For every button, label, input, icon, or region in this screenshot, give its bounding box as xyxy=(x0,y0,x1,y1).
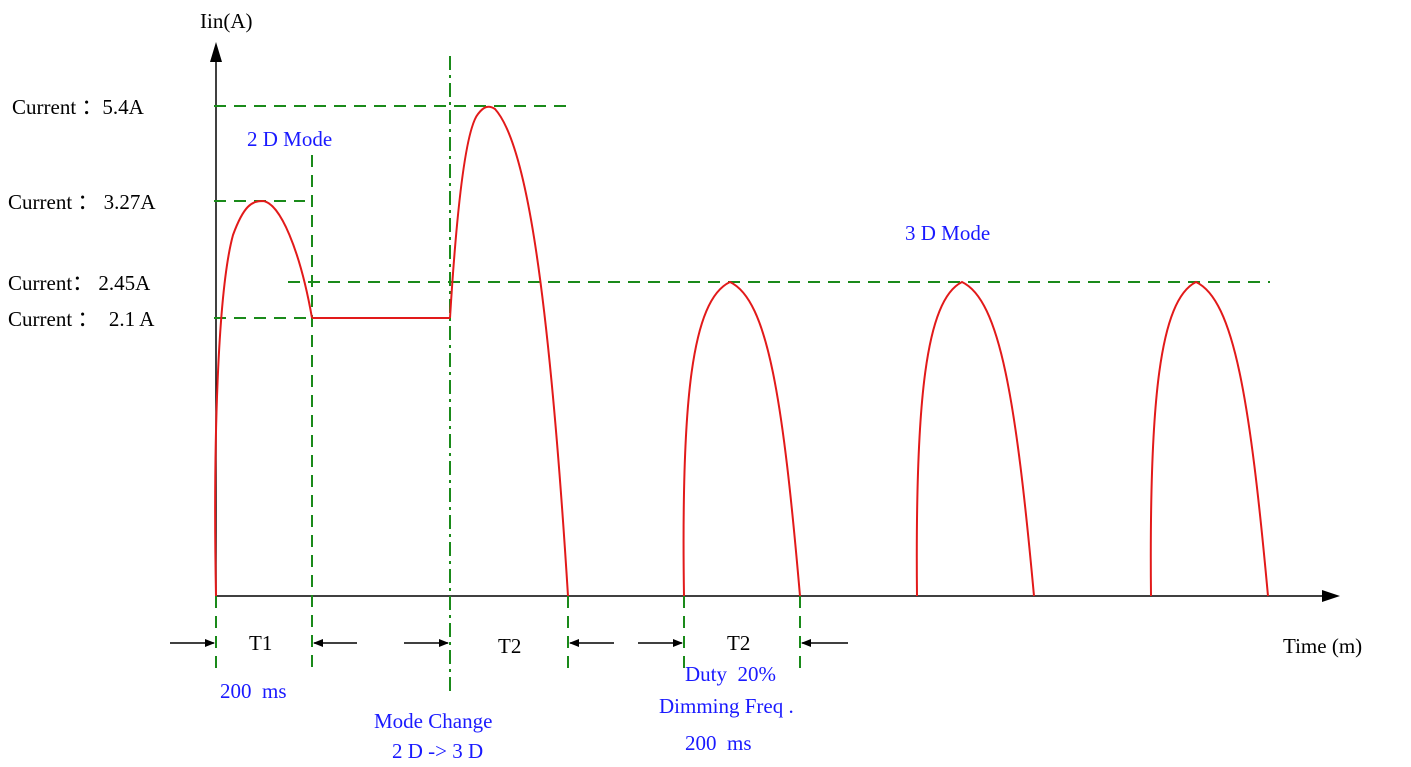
dimming-pulse-1 xyxy=(682,280,801,597)
level-label-2-45a: Current： 2.45A xyxy=(8,271,151,295)
t1-label: T1 xyxy=(249,631,272,655)
axes: Iin(A) Time (m) xyxy=(200,9,1362,658)
t1-pulse xyxy=(214,199,313,597)
dimming-freq-label: Dimming Freq . xyxy=(659,694,794,718)
mode-2d-label: 2 D Mode xyxy=(247,127,332,151)
level-guides xyxy=(214,105,1270,319)
level-label-3-27a: Current ： 3.27A xyxy=(8,190,156,214)
x-axis-arrowhead xyxy=(1322,590,1340,602)
interval-guides xyxy=(215,56,801,692)
t2-second-label: T2 xyxy=(727,631,750,655)
mode-change-peak xyxy=(449,105,569,597)
x-axis-label: Time (m) xyxy=(1283,634,1362,658)
mode-3d-label: 3 D Mode xyxy=(905,221,990,245)
dimming-pulse-2 xyxy=(915,280,1035,597)
t2-first-label: T2 xyxy=(498,634,521,658)
mode-change-label-line2: 2 D -> 3 D xyxy=(392,739,483,763)
mode-change-label-line1: Mode Change xyxy=(374,709,492,733)
current-waveform xyxy=(214,105,1269,597)
dimming-pulse-3 xyxy=(1149,280,1269,597)
level-labels: Current ：5.4A Current ： 3.27A Current： 2… xyxy=(8,95,156,331)
y-axis-label: Iin(A) xyxy=(200,9,252,33)
duty-label: Duty 20% xyxy=(685,662,776,686)
level-label-2-1a: Current ： 2.1 A xyxy=(8,307,155,331)
level-label-5-4a: Current ：5.4A xyxy=(12,95,145,119)
dimming-period-label: 200 ms xyxy=(685,731,752,755)
t1-duration-label: 200 ms xyxy=(220,679,287,703)
y-axis-arrowhead xyxy=(210,42,222,62)
